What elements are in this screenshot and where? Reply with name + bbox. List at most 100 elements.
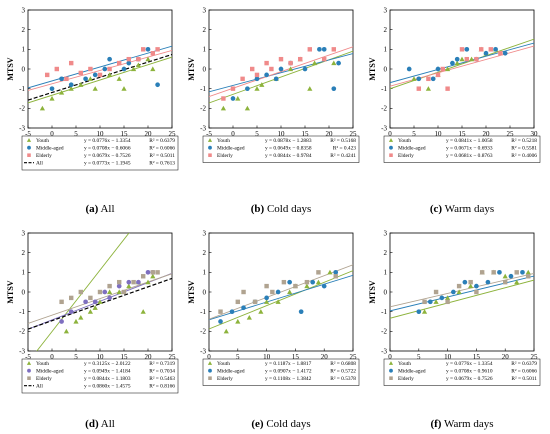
legend-equation: y = 0.0878x − 1.2883: [265, 138, 312, 144]
x-tick-label: 25: [350, 130, 358, 138]
point-circle: [126, 60, 132, 66]
legend-r-squared: R² = 0.5463: [149, 376, 175, 382]
legend-series-name: Middle-aged: [36, 369, 64, 375]
legend-series-name: Youth: [398, 361, 411, 367]
y-tick-label: -3: [200, 124, 206, 132]
point-circle: [508, 273, 514, 279]
x-tick-label: 30: [531, 130, 539, 138]
point-triangle: [140, 309, 146, 314]
y-axis-label: MTSV: [6, 280, 15, 303]
legend-series-name: All: [36, 384, 43, 390]
plot-area: [28, 233, 172, 351]
x-tick-label: 5: [236, 353, 240, 361]
legend-series-name: Middle-aged: [398, 369, 426, 375]
point-square: [316, 270, 321, 275]
x-tick-label: 15: [459, 130, 467, 138]
legend-series-name: Youth: [217, 138, 230, 144]
y-tick-label: 3: [384, 6, 388, 14]
point-triangle: [59, 90, 65, 95]
legend-r-squared: R² = 0.6379: [149, 138, 175, 144]
point-triangle: [235, 318, 241, 324]
point-triangle: [121, 86, 127, 91]
legend-equation: y = 0.0708x − 0.6066: [84, 146, 131, 152]
point-square: [426, 76, 431, 82]
fit-line-elderly: [28, 49, 172, 91]
point-square: [88, 295, 93, 301]
x-tick-label: 0: [50, 353, 54, 361]
point-circle: [321, 283, 327, 289]
x-tick-label: 5: [412, 130, 416, 138]
point-square: [459, 47, 465, 52]
fit-line-youth: [209, 270, 353, 330]
point-triangle: [469, 56, 475, 62]
y-tick-label: 1: [384, 269, 388, 277]
y-tick-label: 1: [203, 269, 207, 277]
legend-r-squared: R² = 0.5722: [330, 369, 356, 375]
y-tick-label: -3: [19, 124, 25, 132]
point-square: [288, 60, 293, 66]
x-tick-label: 10: [435, 130, 443, 138]
legend-box: [202, 358, 360, 386]
legend-r-squared: R² = 0.5218: [511, 138, 537, 144]
point-square: [281, 279, 287, 285]
y-tick-label: 0: [384, 65, 388, 73]
legend-box: [202, 135, 360, 163]
point-triangle: [287, 289, 293, 295]
point-square: [445, 299, 450, 305]
x-tick-label: 10: [97, 353, 105, 361]
x-tick-label: 10: [444, 353, 452, 361]
legend-r-squared: R² = 0.7319: [149, 361, 175, 367]
y-tick-label: 0: [22, 288, 26, 296]
point-square: [140, 274, 146, 279]
point-square: [126, 56, 132, 62]
x-tick-label: -5: [25, 353, 31, 361]
plot-frame: [389, 232, 535, 352]
point-square: [321, 56, 327, 62]
point-square: [131, 279, 136, 285]
point-triangle: [454, 60, 460, 66]
y-tick-label: 2: [22, 249, 26, 257]
fit-line-youth: [390, 279, 534, 319]
fit-line-youth: [36, 233, 130, 351]
plot-area: [390, 269, 534, 319]
point-circle: [208, 145, 212, 150]
legend-r-squared: R² = 0.423: [333, 146, 356, 152]
point-square: [235, 299, 241, 305]
fit-line-middle-aged: [209, 53, 353, 93]
point-square: [27, 376, 31, 380]
point-circle: [245, 86, 250, 92]
legend-series-name: Elderly: [398, 376, 414, 382]
point-square: [59, 299, 64, 305]
point-square: [474, 56, 479, 62]
point-square: [270, 289, 275, 295]
point-circle: [68, 309, 74, 315]
point-triangle: [331, 60, 337, 66]
point-square: [435, 72, 441, 78]
legend-equation: y = 0.0708x − 0.9610: [446, 369, 493, 375]
point-circle: [450, 60, 455, 66]
legend-r-squared: R² = 0.5378: [330, 376, 356, 382]
point-circle: [59, 76, 64, 82]
caption-text: Cold days: [264, 203, 311, 215]
point-circle: [451, 289, 456, 295]
point-circle: [102, 289, 108, 295]
point-triangle: [39, 105, 45, 111]
legend-equation: y = 0.0949x − 1.4184: [84, 369, 131, 375]
legend-series-name: Elderly: [36, 376, 52, 382]
x-tick-label: 25: [169, 353, 177, 361]
point-circle: [208, 368, 212, 373]
legend-equation: y = 0.1187x − 1.8817: [265, 361, 312, 367]
legend-r-squared: R² = 0.6066: [511, 369, 537, 375]
point-triangle: [73, 318, 79, 324]
y-tick-label: 2: [203, 249, 207, 257]
point-square: [307, 47, 313, 52]
point-square: [269, 66, 274, 72]
point-square: [333, 274, 338, 279]
legend-equation: y = 0.0671x − 0.6933: [446, 146, 493, 152]
point-circle: [462, 279, 468, 285]
